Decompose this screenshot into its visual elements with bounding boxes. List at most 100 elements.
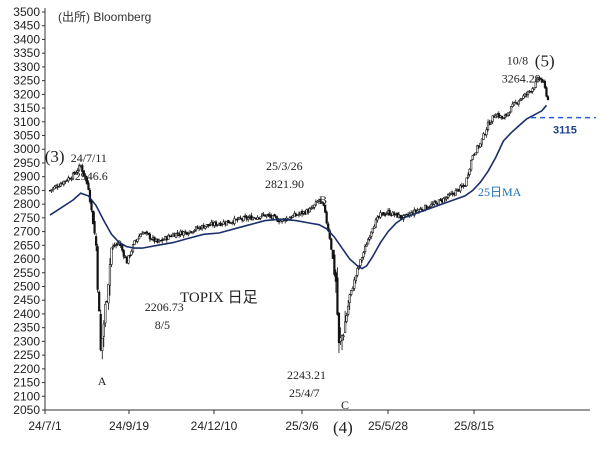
candle-body	[506, 112, 510, 116]
candle-body	[336, 277, 339, 315]
y-tick-label: 3300	[13, 60, 40, 74]
candle-body	[136, 238, 139, 242]
candle-body	[510, 105, 513, 113]
candle-body	[93, 221, 96, 234]
x-tick-label: 25/5/28	[368, 419, 408, 433]
y-tick-label: 2550	[13, 266, 40, 280]
y-tick-label: 2500	[13, 279, 40, 293]
source-label: (出所) Bloomberg	[58, 10, 151, 24]
annotation-vC: 2243.21	[287, 368, 326, 382]
candle-body	[379, 212, 382, 218]
candle-body	[75, 172, 78, 175]
y-tick-label: 3050	[13, 129, 40, 143]
candle-body	[308, 208, 311, 213]
candle-body	[130, 250, 133, 256]
candle-body	[214, 221, 218, 226]
candle-body	[476, 145, 479, 154]
candle-body	[76, 170, 79, 173]
candle-body	[208, 224, 211, 227]
candle-body	[247, 217, 250, 220]
y-tick-label: 3000	[13, 142, 40, 156]
y-tick-label: 2150	[13, 376, 40, 390]
candle-body	[319, 198, 322, 202]
candle-body	[110, 247, 113, 265]
candle-body	[526, 90, 530, 96]
candle-body	[480, 138, 484, 145]
candle-body	[271, 215, 274, 220]
candle-body	[486, 121, 490, 130]
candle-body	[114, 244, 118, 246]
candle-body	[84, 175, 87, 179]
candle-body	[331, 249, 334, 259]
y-tick-label: 3500	[13, 5, 40, 19]
annotation-pB: B	[319, 193, 327, 207]
y-tick-label: 2200	[13, 362, 40, 376]
candle-body	[354, 275, 357, 281]
candle-body	[465, 177, 468, 187]
y-tick-label: 2700	[13, 225, 40, 239]
candle-body	[90, 200, 93, 211]
annotation-vA: 2206.73	[145, 300, 184, 314]
candle-body	[362, 252, 365, 258]
annotation-pC: C	[341, 398, 349, 412]
y-tick-label: 2600	[13, 252, 40, 266]
candle-body	[58, 185, 61, 188]
candle-body	[185, 231, 188, 235]
candle-body	[91, 210, 95, 225]
candle-body	[500, 115, 503, 119]
annotation-v5: 3264.29	[502, 72, 541, 86]
candle-body	[330, 238, 333, 250]
candle-body	[479, 142, 482, 148]
candle-body	[536, 77, 539, 82]
support-value-label: 3115	[553, 125, 577, 137]
candle-body	[466, 174, 470, 178]
candle-body	[82, 170, 85, 176]
candle-body	[148, 233, 152, 240]
annotation-d5: 10/8	[507, 54, 528, 68]
candle-body	[508, 112, 511, 115]
candle-body	[320, 201, 324, 203]
annotation-w5: (5)	[535, 52, 555, 71]
candle-body	[471, 155, 474, 160]
annotation-v1: 2946.6	[75, 169, 108, 183]
y-tick-label: 2900	[13, 170, 40, 184]
x-tick-label: 25/3/6	[285, 419, 319, 433]
candle-body	[170, 235, 173, 238]
candle-body	[334, 272, 337, 282]
y-tick-label: 2450	[13, 293, 40, 307]
candle-body	[502, 117, 505, 120]
annotation-d1: 24/7/11	[71, 151, 107, 165]
candle-body	[259, 216, 262, 219]
candle-body	[459, 185, 462, 192]
candle-body	[503, 114, 507, 118]
candle-body	[322, 202, 325, 206]
candle-body	[374, 219, 377, 228]
candle-body	[328, 230, 331, 239]
candle-body	[491, 115, 494, 122]
candle-body	[356, 267, 359, 276]
y-tick-label: 3250	[13, 74, 40, 88]
y-tick-label: 3350	[13, 46, 40, 60]
candle-body	[344, 321, 347, 333]
candle-body	[167, 234, 170, 240]
candlestick-series	[48, 76, 550, 360]
candle-body	[367, 239, 370, 245]
x-tick-label: 24/12/10	[191, 419, 238, 433]
candle-body	[359, 259, 362, 266]
candle-body	[128, 255, 132, 257]
y-axis-ticks: 2050210021502200225023002350240024502500…	[13, 5, 45, 417]
candle-body	[454, 190, 457, 196]
candle-body	[517, 100, 520, 105]
annotation-dC: 25/4/7	[289, 386, 320, 400]
y-tick-label: 2250	[13, 348, 40, 362]
candle-body	[104, 303, 107, 324]
candle-body	[101, 337, 104, 351]
annotation-dB: 25/3/26	[266, 159, 303, 173]
candle-body	[187, 233, 190, 236]
candle-body	[543, 81, 547, 88]
candle-body	[448, 194, 451, 196]
candle-body	[297, 213, 301, 216]
y-tick-label: 2650	[13, 238, 40, 252]
candle-body	[98, 291, 101, 312]
candle-body	[468, 168, 471, 175]
